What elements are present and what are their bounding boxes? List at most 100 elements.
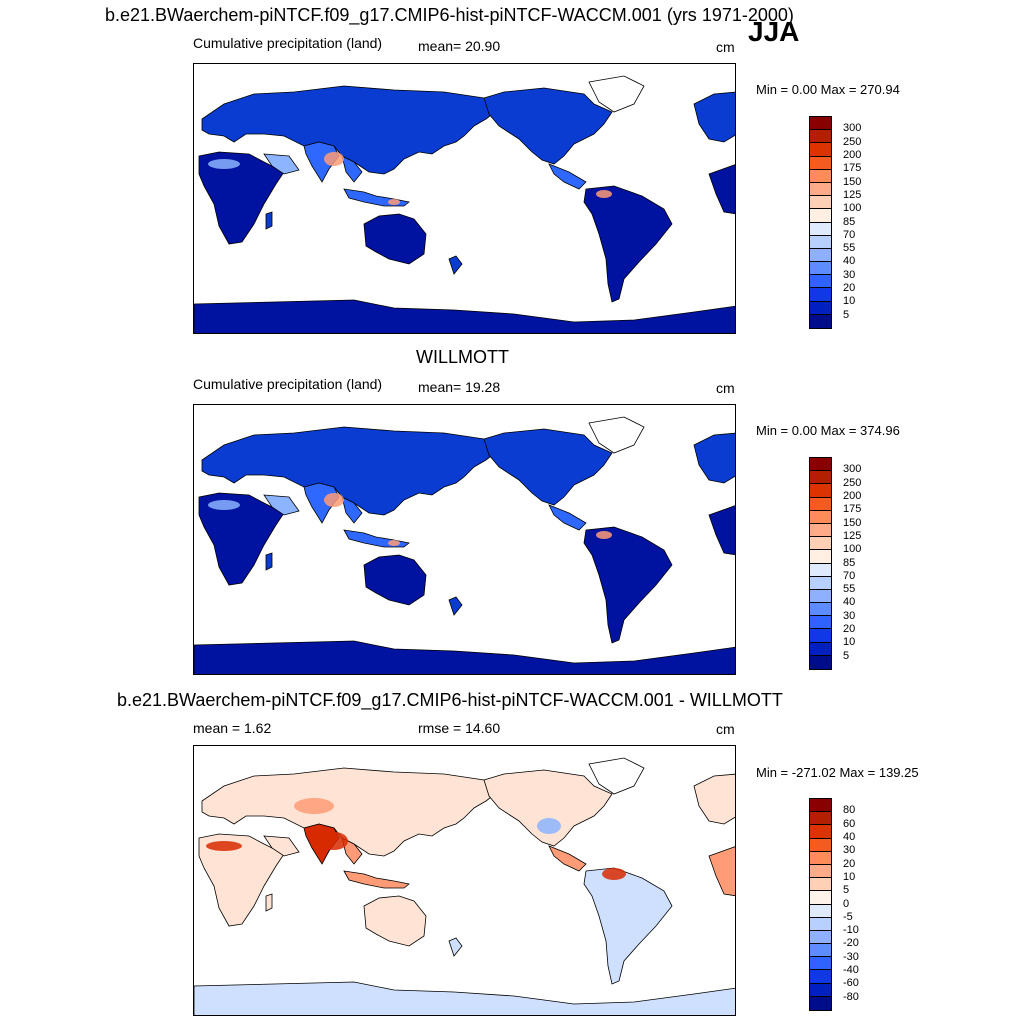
landmass-wafrica — [708, 164, 735, 215]
colorbar-tick-label: -80 — [843, 990, 859, 1003]
panel-1-left-label: Cumulative precipitation (land) — [193, 35, 383, 51]
colorbar-tick-label: 300 — [843, 463, 862, 476]
landmass-australia — [363, 895, 427, 947]
colorbar-tick-label: 20 — [843, 282, 856, 295]
precip-anomaly-blob — [324, 493, 344, 507]
landmass-madagascar — [265, 552, 273, 571]
landmass-newzealand — [448, 937, 463, 957]
landmass-wafrica — [708, 505, 735, 556]
precip-anomaly-blob — [596, 531, 612, 539]
panel-3-map-canvas — [194, 757, 735, 1015]
colorbar-swatch — [810, 983, 831, 997]
colorbar-tick-label: 125 — [843, 188, 862, 201]
landmass-australia — [363, 213, 427, 265]
colorbar-tick-label: -10 — [843, 924, 859, 937]
colorbar-swatch — [810, 655, 831, 669]
colorbar-tick-label: 85 — [843, 215, 856, 228]
colorbar-swatch — [810, 996, 831, 1010]
landmass-india — [303, 141, 340, 183]
landmass-camerica — [548, 504, 587, 531]
panel-1-minmax: Min = 0.00 Max = 270.94 — [756, 82, 900, 97]
landmass-wafrica — [708, 846, 735, 897]
colorbar-tick-label: 70 — [843, 569, 856, 582]
main-title: b.e21.BWaerchem-piNTCF.f09_g17.CMIP6-his… — [105, 5, 794, 25]
colorbar-swatch — [810, 603, 831, 617]
colorbar-swatch — [810, 314, 831, 328]
colorbar-swatch — [810, 957, 831, 971]
landmass-greenland — [588, 75, 645, 113]
colorbar-tick-label: 60 — [843, 817, 856, 830]
precip-anomaly-blob — [388, 199, 400, 205]
landmass-camerica — [548, 845, 587, 872]
colorbar-tick-label: 100 — [843, 543, 862, 556]
landmass-namerica — [483, 769, 613, 847]
panel-1-map-canvas — [194, 75, 735, 333]
colorbar-tick-label: 175 — [843, 503, 862, 516]
landmass-newzealand — [448, 596, 463, 616]
colorbar-swatch — [810, 301, 831, 315]
colorbar-tick-label: 125 — [843, 529, 862, 542]
panel-3-rmse: rmse = 14.60 — [418, 720, 501, 736]
panel-3-title: b.e21.BWaerchem-piNTCF.f09_g17.CMIP6-his… — [117, 690, 783, 710]
panel-3-map — [193, 745, 736, 1016]
colorbar-swatch — [810, 864, 831, 879]
landmass-australia — [363, 554, 427, 606]
colorbar-swatch — [810, 484, 831, 498]
landmass-samerica — [583, 867, 673, 985]
colorbar-tick-label: 40 — [843, 596, 856, 609]
colorbar-tick-label: -40 — [843, 964, 859, 977]
landmass-europe — [693, 432, 735, 484]
landmass-antarctica — [194, 981, 735, 1015]
landmass-africa — [198, 492, 285, 586]
landmass-madagascar — [265, 211, 273, 230]
colorbar-swatch — [810, 576, 831, 590]
colorbar-tick-label: 55 — [843, 242, 856, 255]
colorbar-swatch — [810, 838, 831, 852]
colorbar-swatch — [810, 209, 831, 223]
colorbar-tick-label: 80 — [843, 804, 856, 817]
colorbar-tick-label: -5 — [843, 910, 853, 923]
colorbar-swatch — [810, 262, 831, 276]
panel-2-map-canvas — [194, 416, 735, 674]
colorbar-swatch — [810, 196, 831, 210]
colorbar-tick-label: -20 — [843, 937, 859, 950]
colorbar-swatch — [810, 891, 831, 905]
precip-anomaly-blob — [206, 841, 242, 851]
landmass-antarctica — [194, 640, 735, 674]
colorbar-tick-label: 250 — [843, 135, 862, 148]
landmass-namerica — [483, 428, 613, 506]
colorbar-tick-label: 20 — [843, 857, 856, 870]
precip-anomaly-blob — [596, 190, 612, 198]
landmass-samerica — [583, 185, 673, 303]
colorbar-swatch — [810, 156, 831, 170]
landmass-samerica — [583, 526, 673, 644]
colorbar-swatch — [810, 944, 831, 958]
panel-2-colorbar — [809, 457, 832, 670]
colorbar-swatch — [810, 878, 831, 892]
colorbar-swatch — [810, 248, 831, 263]
colorbar-swatch — [810, 235, 831, 249]
precip-anomaly-blob — [537, 818, 561, 834]
colorbar-tick-label: 40 — [843, 830, 856, 843]
landmass-indonesia — [343, 870, 410, 889]
precip-anomaly-blob — [294, 798, 334, 814]
colorbar-tick-label: 10 — [843, 870, 856, 883]
colorbar-tick-label: 0 — [843, 897, 850, 910]
colorbar-tick-label: 85 — [843, 556, 856, 569]
landmass-seasia — [341, 837, 363, 865]
colorbar-tick-label: 200 — [843, 148, 862, 161]
colorbar-swatch — [810, 812, 831, 826]
precip-anomaly-blob — [602, 868, 626, 880]
panel-3-minmax: Min = -271.02 Max = 139.25 — [756, 765, 919, 780]
landmass-camerica — [548, 163, 587, 190]
colorbar-swatch — [810, 130, 831, 144]
colorbar-tick-label: 30 — [843, 609, 856, 622]
panel-2-minmax: Min = 0.00 Max = 374.96 — [756, 423, 900, 438]
panel-2-mean: mean= 19.28 — [418, 379, 501, 395]
panel-3-mean: mean = 1.62 — [193, 720, 272, 736]
colorbar-tick-label: 100 — [843, 202, 862, 215]
season-label: JJA — [748, 16, 800, 47]
colorbar-tick-label: 70 — [843, 228, 856, 241]
colorbar-swatch — [810, 537, 831, 551]
precip-anomaly-blob — [208, 500, 240, 510]
